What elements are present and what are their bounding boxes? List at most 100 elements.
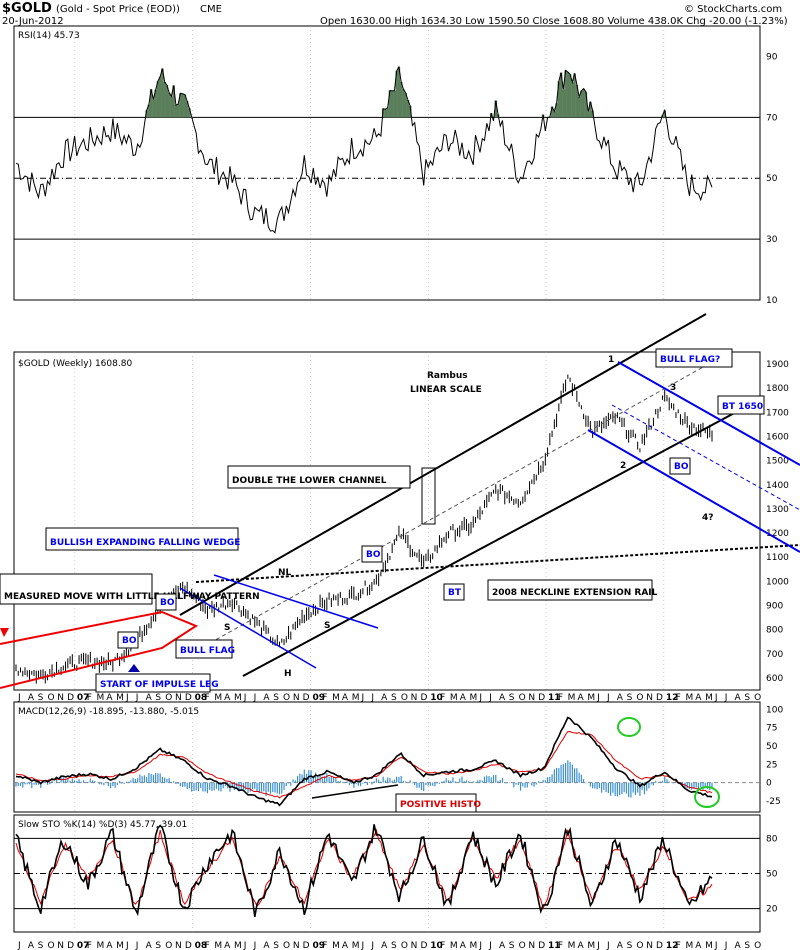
x-tick-label: A: [578, 693, 585, 703]
x-tick-label: J: [370, 941, 374, 950]
x-tick-label: D: [656, 941, 663, 950]
y-tick-label: 25: [766, 760, 777, 770]
x-tick-label: 08: [195, 693, 208, 703]
x-tick-label: S: [509, 693, 515, 703]
x-tick-label: A: [146, 693, 153, 703]
x-tick-label: N: [646, 693, 653, 703]
bt1650-label: BT 1650: [722, 402, 763, 412]
copyright-label: © StockCharts.com: [684, 4, 783, 15]
x-tick-label: A: [381, 693, 388, 703]
x-tick-label: A: [578, 941, 585, 950]
x-tick-label: J: [135, 941, 139, 950]
x-tick-label: J: [253, 693, 257, 703]
x-tick-label: M: [214, 693, 222, 703]
neckline-rail-label: 2008 NECKLINE EXTENSION RAIL: [492, 588, 658, 598]
x-tick-label: D: [420, 941, 427, 950]
rsi-panel-label: RSI(14) 45.73: [18, 31, 80, 41]
x-tick-label: 12: [666, 941, 679, 950]
bo-label-box: [155, 593, 177, 611]
date-label: 20-Jun-2012: [2, 16, 64, 27]
x-tick-label: M: [587, 693, 595, 703]
wave-4-label: 4?: [702, 513, 713, 523]
ohlc-summary: Open 1630.00 High 1634.30 Low 1590.50 Cl…: [320, 16, 788, 27]
x-tick-label: D: [538, 693, 545, 703]
exchange-label: CME: [200, 4, 222, 15]
x-tick-label: M: [470, 941, 478, 950]
x-tick-label: J: [125, 693, 129, 703]
scale-label: LINEAR SCALE: [410, 385, 482, 395]
mid-channel-line: [209, 351, 731, 644]
sto-panel-label: Slow STO %K(14) %D(3) 45.77, 39.01: [18, 820, 187, 830]
x-tick-label: A: [499, 941, 506, 950]
x-tick-label: A: [224, 941, 231, 950]
x-tick-label: O: [401, 693, 408, 703]
wave-1-label: 1: [608, 355, 614, 365]
neckline-rail: [195, 544, 800, 583]
x-tick-label: M: [332, 693, 340, 703]
x-tick-label: M: [685, 693, 693, 703]
x-tick-label: M: [685, 941, 693, 950]
macd-panel-label: MACD(12,26,9) -18.895, -13.880, -5.015: [18, 707, 199, 717]
double-channel-label-box: [227, 465, 411, 489]
bo-label: BO: [160, 598, 175, 608]
upper-channel-line: [179, 313, 707, 616]
y-tick-label: -25: [766, 797, 781, 807]
x-tick-label: J: [125, 941, 129, 950]
x-tick-label: S: [38, 693, 44, 703]
x-tick-label: S: [627, 693, 633, 703]
x-tick-label: S: [38, 941, 44, 950]
sto-k-line: [15, 824, 713, 917]
y-tick-label: 20: [766, 905, 778, 915]
red-arrow-marker: [0, 628, 9, 637]
x-tick-label: D: [67, 693, 74, 703]
x-tick-label: J: [606, 941, 610, 950]
macd-line: [15, 716, 713, 807]
x-tick-label: N: [293, 941, 300, 950]
x-tick-label: O: [47, 693, 54, 703]
x-tick-label: A: [617, 693, 624, 703]
y-tick-label: 1200: [766, 529, 789, 539]
x-tick-label: O: [754, 941, 761, 950]
bo-label-box: [117, 631, 139, 649]
x-tick-label: S: [155, 941, 161, 950]
x-tick-label: A: [695, 693, 702, 703]
x-tick-label: J: [714, 693, 718, 703]
x-tick-label: 09: [312, 941, 325, 950]
x-tick-label: S: [627, 941, 633, 950]
rsi-line: [15, 65, 713, 234]
x-tick-label: M: [587, 941, 595, 950]
x-tick-label: O: [401, 941, 408, 950]
x-tick-label: F: [558, 693, 563, 703]
x-tick-label: M: [116, 941, 124, 950]
x-tick-label: N: [411, 693, 418, 703]
x-tick-label: J: [370, 693, 374, 703]
x-tick-label: A: [342, 941, 349, 950]
x-tick-label: N: [175, 693, 182, 703]
x-tick-label: M: [450, 941, 458, 950]
measured-move-label-box: [0, 573, 153, 605]
bo-label: BO: [366, 550, 381, 560]
x-tick-label: J: [724, 941, 728, 950]
x-tick-label: N: [528, 693, 535, 703]
macd-signal-line: [15, 730, 713, 799]
x-tick-label: F: [676, 941, 681, 950]
x-tick-label: A: [381, 941, 388, 950]
x-tick-label: A: [460, 941, 467, 950]
double-channel-box: [421, 467, 436, 525]
x-tick-label: F: [322, 941, 327, 950]
x-tick-label: M: [214, 941, 222, 950]
wave-3-label: 3: [670, 383, 676, 393]
double-channel-label: DOUBLE THE LOWER CHANNEL: [232, 476, 387, 486]
positive-histo-label: POSITIVE HISTO: [400, 800, 481, 810]
x-tick-label: M: [450, 693, 458, 703]
x-tick-label: A: [263, 693, 270, 703]
x-tick-label: F: [205, 941, 210, 950]
shoulder-left-label: S: [224, 623, 230, 633]
y-tick-label: 10: [766, 296, 778, 306]
x-tick-label: J: [724, 693, 728, 703]
instrument-name: (Gold - Spot Price (EOD)): [56, 4, 180, 15]
y-tick-label: 1400: [766, 481, 789, 491]
y-tick-label: 90: [766, 52, 778, 62]
y-tick-label: 50: [766, 870, 778, 880]
x-tick-label: O: [636, 693, 643, 703]
